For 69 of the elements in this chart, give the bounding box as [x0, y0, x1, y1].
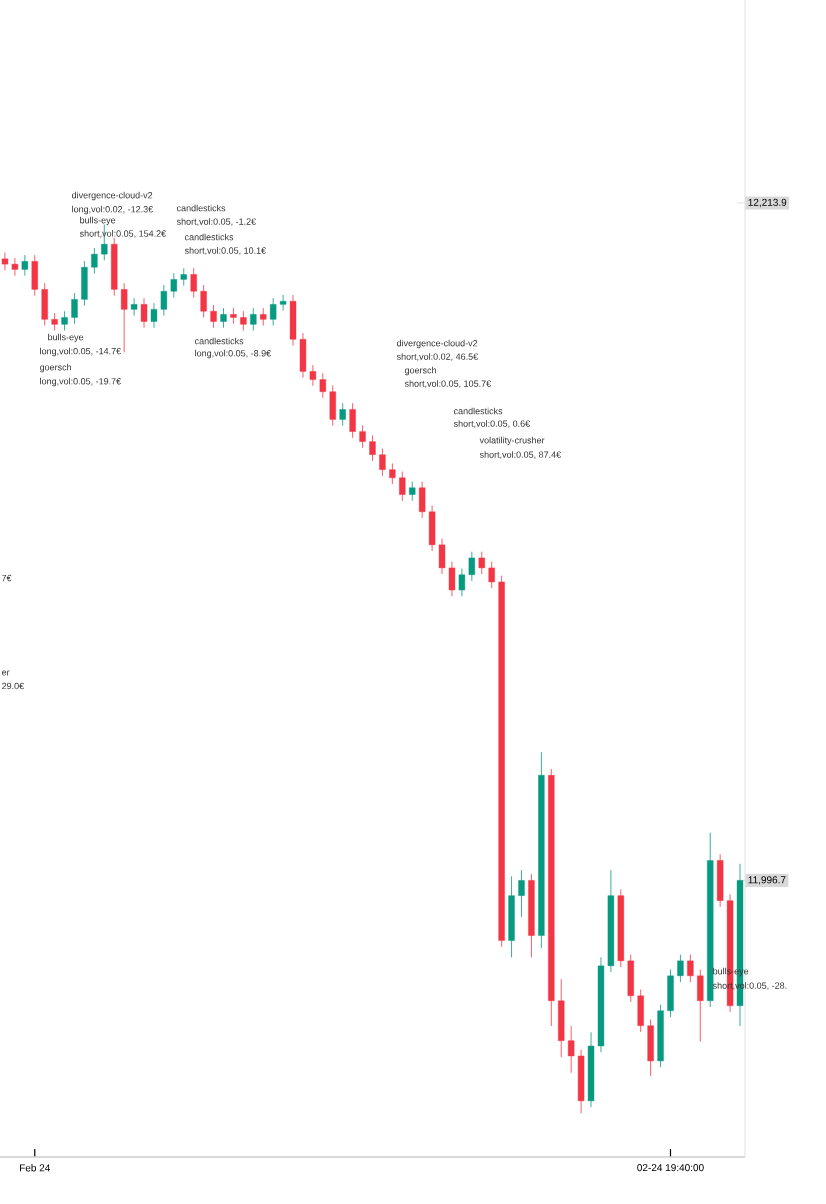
annotation: candlesticks — [195, 337, 244, 345]
candlestick — [71, 292, 78, 325]
candlestick — [438, 538, 446, 575]
candlestick — [448, 561, 456, 597]
candlestick — [369, 434, 376, 462]
candlestick — [1, 252, 9, 271]
candlestick — [309, 364, 317, 387]
annotation: bulls-eye — [80, 216, 116, 226]
annotation: short,vol:0.05, 87.4€ — [479, 451, 562, 459]
candlestick — [359, 424, 366, 449]
candlestick — [478, 551, 485, 575]
candlestick — [120, 282, 128, 353]
x-tick-label: Feb 24 — [20, 1164, 51, 1172]
candlestick — [379, 448, 386, 477]
annotation: long,vol:0.02, -12.3€ — [72, 205, 154, 215]
annotation: long,vol:0.05, -19.7€ — [40, 377, 122, 387]
candlestick — [250, 307, 257, 331]
candlestick — [458, 568, 466, 597]
candlestick — [349, 402, 356, 439]
annotation: 7€ — [2, 574, 12, 582]
candlestick — [319, 372, 327, 399]
candlestick — [21, 254, 29, 277]
annotation: candlesticks — [184, 233, 234, 241]
annotation: short,vol:0.05, -1.2€ — [176, 218, 257, 226]
annotation: short,vol:0.05, 105.7€ — [404, 380, 491, 388]
annotation: er — [1, 670, 10, 676]
candlestick — [389, 463, 396, 485]
candlestick — [190, 267, 197, 298]
candlestick — [279, 294, 287, 311]
candlestick — [150, 302, 158, 329]
annotation: divergence-cloud-v2 — [396, 339, 478, 349]
annotation: long,vol:0.05, -8.9€ — [195, 349, 272, 359]
candlestick — [567, 1025, 575, 1074]
annotation: goersch — [404, 366, 436, 376]
candlestick — [11, 257, 19, 277]
candlestick — [409, 481, 416, 502]
annotation: volatility-crusher — [479, 436, 545, 446]
annotation: short,vol:0.02, 46.5€ — [396, 353, 479, 361]
y-tick-label: 12,213.9 — [748, 198, 787, 208]
candlestick — [230, 307, 237, 325]
candlestick — [399, 471, 406, 502]
annotation: bulls-eye — [48, 333, 84, 343]
candlestick — [677, 954, 684, 983]
annotation: short,vol:0.05, 0.6€ — [453, 420, 531, 428]
annotation: goersch — [39, 363, 72, 373]
candlestick — [91, 247, 98, 274]
annotation: divergence-cloud-v2 — [72, 191, 153, 201]
candlestick — [240, 310, 247, 331]
candlestick — [220, 307, 227, 329]
candlestick — [488, 561, 495, 589]
candlestick — [269, 297, 277, 326]
candlestick — [210, 304, 217, 329]
candlestick — [200, 284, 207, 318]
annotation: long,vol:0.05, -14.7€ — [40, 347, 122, 357]
candlestick — [61, 310, 68, 331]
annotation: short,vol:0.05, 10.1€ — [184, 247, 266, 255]
candlestick — [468, 551, 476, 582]
candlestick — [170, 272, 178, 298]
x-tick-label: 02-24 19:40:00 — [637, 1164, 704, 1172]
candlestick — [339, 402, 346, 427]
candlestick — [130, 297, 138, 316]
candlestick — [518, 869, 525, 918]
annotation: candlesticks — [453, 407, 503, 415]
y-tick-label: 11,996.7 — [748, 876, 786, 885]
annotation: 29.0€ — [2, 682, 25, 690]
annotation: candlesticks — [176, 204, 226, 212]
candlestick — [160, 284, 168, 316]
candlestick — [687, 954, 694, 983]
candlestick — [140, 297, 148, 329]
